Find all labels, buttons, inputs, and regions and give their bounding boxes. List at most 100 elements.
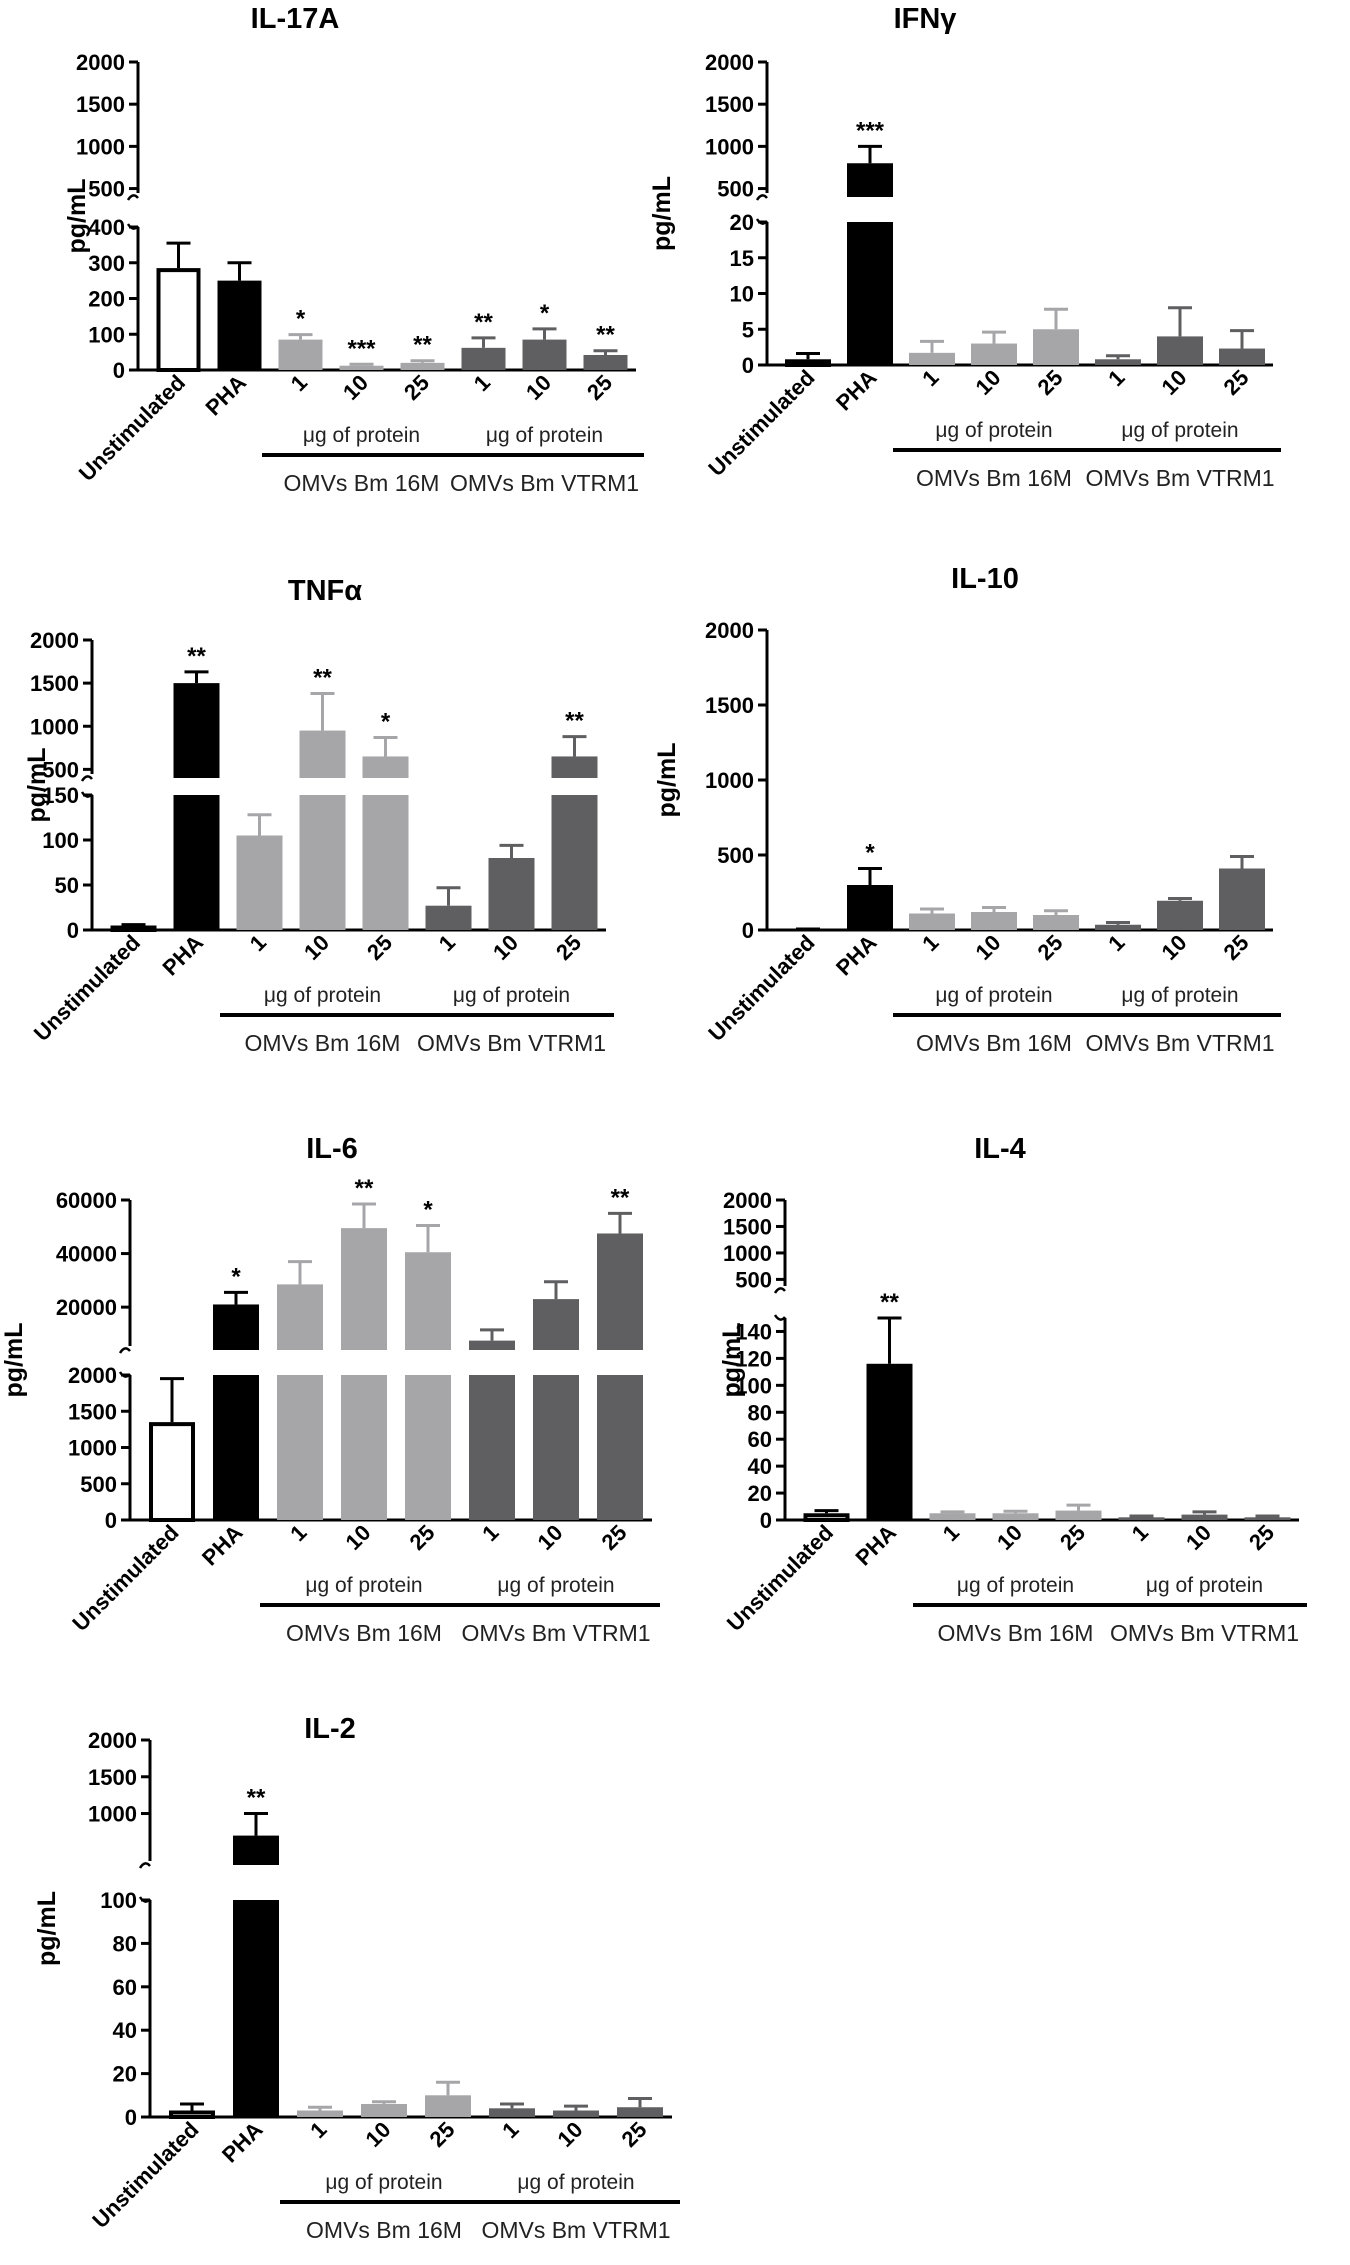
category-label: 25: [1244, 1520, 1279, 1555]
axis-break-mark: [126, 223, 139, 230]
category-label: PHA: [851, 1520, 902, 1571]
category-label: Unstimulated: [67, 1520, 183, 1636]
bar: [361, 2103, 407, 2117]
significance-label: *: [231, 1263, 241, 1290]
y-tick-label: 60: [748, 1427, 772, 1452]
y-axis-label: pg/mL: [653, 743, 681, 818]
y-tick-label: 500: [80, 1472, 117, 1497]
y-tick-label: 60: [113, 1975, 137, 2000]
category-label: 10: [1157, 930, 1192, 965]
bar: [1219, 348, 1265, 365]
y-tick-label: 20: [730, 210, 754, 235]
bar: [847, 885, 893, 930]
bar: [617, 2107, 663, 2117]
significance-label: **: [413, 332, 432, 359]
y-axis-segment: 0 50 100 150: [42, 783, 94, 943]
bar: [400, 362, 445, 370]
bar: [488, 858, 535, 930]
y-tick-label: 1500: [68, 1399, 117, 1424]
category-label: Unstimulated: [74, 370, 190, 486]
y-tick-label: 20: [748, 1481, 772, 1506]
group-name-label: OMVs Bm VTRM1: [1085, 465, 1274, 491]
group-unit-label: μg of protein: [325, 2171, 442, 2194]
bar: [213, 1304, 259, 1350]
bar: [597, 1375, 643, 1520]
bar: [278, 339, 323, 370]
chart-title: IL-2: [304, 1713, 356, 1745]
y-tick-label: 400: [88, 215, 125, 240]
y-axis-segment: 0 5 10 15 20: [730, 210, 769, 378]
bar: [909, 913, 955, 930]
y-tick-label: 1000: [88, 1802, 137, 1827]
y-tick-label: 60000: [56, 1188, 117, 1213]
y-tick-label: 500: [717, 843, 754, 868]
group-name-label: OMVs Bm 16M: [938, 1620, 1094, 1646]
y-tick-label: 1500: [723, 1214, 772, 1239]
y-tick-label: 40: [113, 2018, 137, 2043]
bar: [866, 1363, 913, 1520]
category-label: 10: [521, 370, 556, 405]
group-unit-label: μg of protein: [305, 1574, 422, 1597]
bar: [299, 795, 346, 930]
category-label: 10: [338, 370, 373, 405]
bar: [1033, 915, 1079, 930]
y-axis-label: pg/mL: [718, 1323, 746, 1398]
category-label: Unstimulated: [722, 1520, 838, 1636]
category-label: PHA: [158, 930, 209, 981]
bar: [551, 756, 598, 778]
group-name-label: OMVs Bm VTRM1: [417, 1030, 606, 1056]
category-label: PHA: [197, 1520, 248, 1571]
category-label: 1: [1103, 930, 1129, 956]
y-tick-label: 200: [88, 287, 125, 312]
group-unit-label: μg of protein: [497, 1574, 614, 1597]
y-tick-label: 2000: [68, 1363, 117, 1388]
group-name-label: OMVs Bm 16M: [916, 1030, 1072, 1056]
category-label: 1: [1127, 1520, 1153, 1546]
category-label: PHA: [831, 365, 882, 416]
y-tick-label: 80: [113, 1931, 137, 1956]
axis-break-mark: [755, 194, 768, 201]
y-axis-segment: 0 500 1000 1500 2000: [705, 618, 769, 943]
significance-label: **: [313, 664, 332, 691]
bar: [173, 683, 220, 778]
chart-title: IL-17A: [251, 3, 340, 35]
category-label: 1: [938, 1520, 964, 1546]
category-label: 25: [1033, 365, 1068, 400]
group-unit-label: μg of protein: [935, 984, 1052, 1007]
axis-break-mark: [773, 1314, 786, 1321]
bar: [551, 795, 598, 930]
bar: [1095, 924, 1141, 930]
group-name-label: OMVs Bm 16M: [306, 2217, 462, 2243]
bar: [156, 268, 201, 372]
significance-label: **: [596, 322, 615, 349]
axis-break-mark: [80, 791, 93, 798]
y-tick-label: 100: [735, 1373, 772, 1398]
y-axis-label: pg/mL: [63, 179, 91, 254]
y-tick-label: 1500: [705, 693, 754, 718]
bar: [277, 1375, 323, 1520]
bar: [847, 163, 893, 197]
bar: [522, 339, 567, 370]
group-unit-label: μg of protein: [517, 2171, 634, 2194]
group-unit-label: μg of protein: [1121, 419, 1238, 442]
y-tick-label: 2000: [723, 1188, 772, 1213]
category-label: PHA: [831, 930, 882, 981]
y-tick-label: 0: [742, 353, 754, 378]
chart-0: IL-17A pg/mL 0 100 200 300 400 500 1000 1500 2000 U…: [63, 3, 644, 496]
group-name-label: OMVs Bm VTRM1: [461, 1620, 650, 1646]
chart-title: IL-4: [974, 1133, 1026, 1165]
category-label: 25: [551, 930, 586, 965]
bar: [233, 1835, 279, 1865]
bar: [405, 1375, 451, 1520]
axis-break-mark: [80, 775, 93, 782]
category-label: 25: [1219, 930, 1254, 965]
category-label: 10: [361, 2117, 396, 2152]
group-name-label: OMVs Bm 16M: [245, 1030, 401, 1056]
bar: [341, 1375, 387, 1520]
significance-label: **: [355, 1175, 374, 1202]
category-label: Unstimulated: [703, 930, 819, 1046]
